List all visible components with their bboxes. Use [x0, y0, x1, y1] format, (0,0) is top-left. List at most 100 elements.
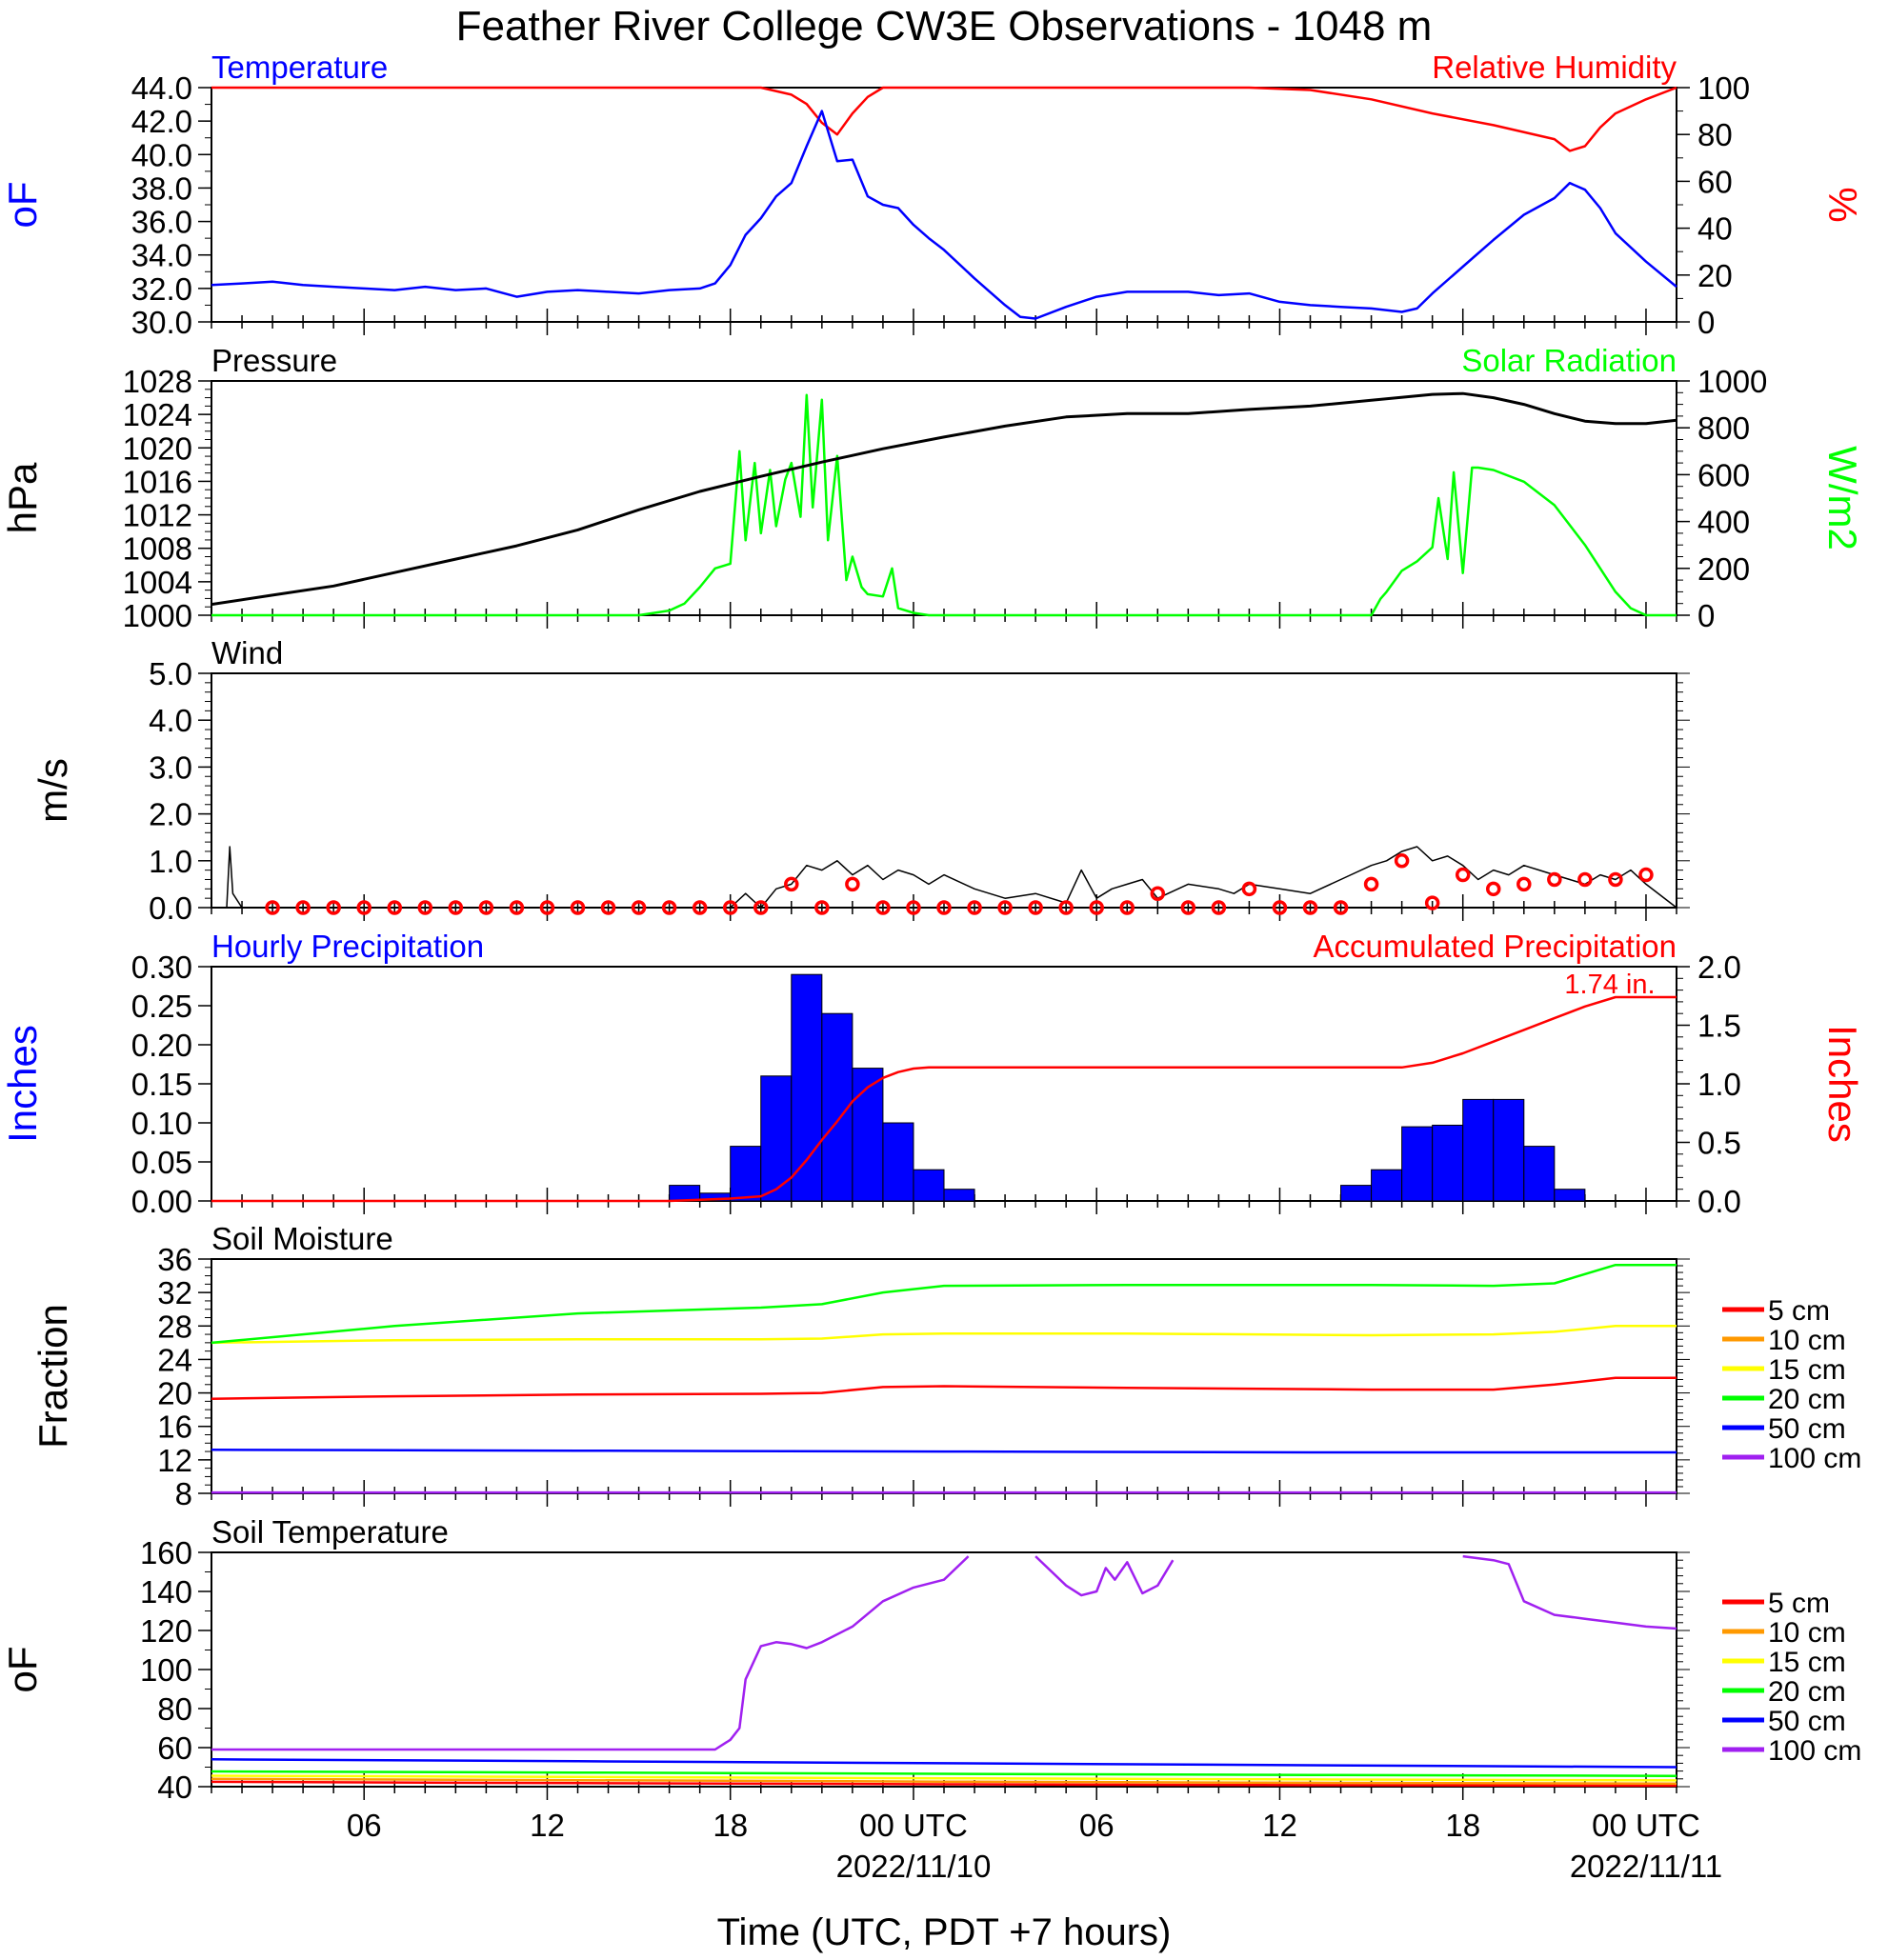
precip-bar [913, 1169, 945, 1202]
y-tick-label: 120 [140, 1613, 192, 1649]
x-date-label: 2022/11/11 [1570, 1849, 1722, 1884]
wind-marker [417, 900, 433, 915]
precip-bar [1462, 1098, 1495, 1202]
pressure-line [211, 391, 1677, 607]
humidity-title: Relative Humidity [1432, 50, 1677, 85]
wind-marker [1608, 871, 1623, 888]
soil-temp-line [1034, 1555, 1175, 1597]
y-tick-label: 0.0 [149, 890, 192, 926]
y-tick-label: 38.0 [131, 170, 192, 206]
hourly-precip-unit: Inches [0, 1025, 45, 1143]
wind-unit: m/s [30, 758, 75, 823]
soil-temp-line [211, 1555, 970, 1751]
y-tick-label: 1008 [123, 531, 192, 567]
y-tick-label: 40.0 [131, 137, 192, 172]
wind-marker [1547, 871, 1562, 888]
wind-marker [509, 900, 525, 915]
pressure-unit: hPa [0, 462, 45, 533]
accum-precip-line [211, 995, 1677, 1203]
x-tick-label: 06 [347, 1808, 382, 1843]
precip-bar [1340, 1185, 1373, 1202]
soil-moisture-line [211, 1376, 1677, 1400]
wind-marker [906, 900, 921, 915]
wind-marker [1180, 900, 1196, 915]
y-tick-label: 1024 [123, 397, 192, 432]
y-tick-label: 400 [1697, 505, 1750, 540]
temperature-title: Temperature [211, 50, 388, 85]
y-tick-label: 40 [157, 1770, 192, 1805]
y-tick-label: 1000 [123, 598, 192, 633]
y-tick-label: 42.0 [131, 104, 192, 139]
wind-marker [295, 900, 311, 915]
soil-temp-legend-label: 100 cm [1768, 1735, 1861, 1767]
humidity-unit: % [1820, 187, 1865, 222]
solar-title: Solar Radiation [1461, 343, 1677, 378]
wind-marker [936, 900, 952, 915]
y-tick-label: 100 [1697, 70, 1750, 106]
y-tick-label: 200 [1697, 551, 1750, 587]
wind-marker [478, 900, 494, 915]
soil-temp-line [211, 1780, 1677, 1788]
wind-marker [1302, 900, 1318, 915]
wind-marker [326, 900, 341, 915]
y-tick-label: 0.15 [131, 1067, 192, 1102]
y-tick-label: 0.00 [131, 1184, 192, 1219]
wind-marker [1089, 900, 1104, 915]
y-tick-label: 20 [1697, 258, 1733, 293]
chart-title: Feather River College CW3E Observations … [456, 3, 1433, 50]
precip-bar [1401, 1126, 1434, 1202]
wind-marker [539, 900, 555, 915]
wind-marker [448, 900, 464, 915]
y-tick-label: 1.0 [149, 844, 192, 879]
wind-marker [1028, 900, 1043, 915]
soil-temp-line [211, 1770, 1677, 1777]
y-tick-label: 44.0 [131, 70, 192, 106]
soil-temp-legend-label: 50 cm [1768, 1706, 1846, 1737]
y-tick-label: 600 [1697, 457, 1750, 492]
wind-marker [265, 900, 280, 915]
y-tick-label: 8 [175, 1476, 192, 1511]
wind-marker [784, 876, 799, 892]
wind-marker [600, 900, 616, 915]
wind-marker [1119, 900, 1135, 915]
x-tick-label: 00 UTC [859, 1808, 968, 1843]
wind-marker [1455, 867, 1471, 883]
soil-moisture-line [211, 1449, 1677, 1454]
soil-temp-line [211, 1774, 1677, 1782]
y-tick-label: 30.0 [131, 305, 192, 340]
soil-temp-line [1462, 1554, 1677, 1630]
wind-marker [1486, 881, 1501, 897]
precip-bar [882, 1122, 914, 1202]
wind-marker [875, 900, 891, 915]
y-tick-label: 12 [157, 1443, 192, 1478]
wind-marker [1241, 881, 1257, 897]
y-tick-label: 24 [157, 1342, 192, 1377]
humidity-line [211, 86, 1677, 152]
y-tick-label: 2.0 [1697, 950, 1741, 985]
wind-marker [1638, 867, 1654, 883]
y-tick-label: 1004 [123, 565, 192, 600]
y-tick-label: 40 [1697, 211, 1733, 247]
wind-marker [814, 900, 830, 915]
y-tick-label: 0.20 [131, 1028, 192, 1063]
precip-bar [1371, 1169, 1403, 1202]
soil-temp-unit: oF [0, 1646, 45, 1692]
solar-line [211, 393, 1677, 617]
wind-marker [1333, 900, 1349, 915]
wind-marker [387, 900, 402, 915]
soil-temp-line [211, 1758, 1677, 1769]
soil-temp-legend-label: 5 cm [1768, 1588, 1830, 1619]
y-tick-label: 80 [1697, 117, 1733, 152]
y-tick-label: 32.0 [131, 271, 192, 307]
y-tick-label: 1028 [123, 364, 192, 399]
wind-marker [631, 900, 647, 915]
y-tick-label: 1020 [123, 430, 192, 466]
hourly-precip-title: Hourly Precipitation [211, 929, 484, 964]
y-tick-label: 1.5 [1697, 1009, 1741, 1044]
y-tick-label: 3.0 [149, 750, 192, 785]
y-tick-label: 0.30 [131, 950, 192, 985]
y-tick-label: 100 [140, 1652, 192, 1688]
precip-bar [791, 973, 823, 1202]
temperature-unit: oF [0, 181, 45, 228]
